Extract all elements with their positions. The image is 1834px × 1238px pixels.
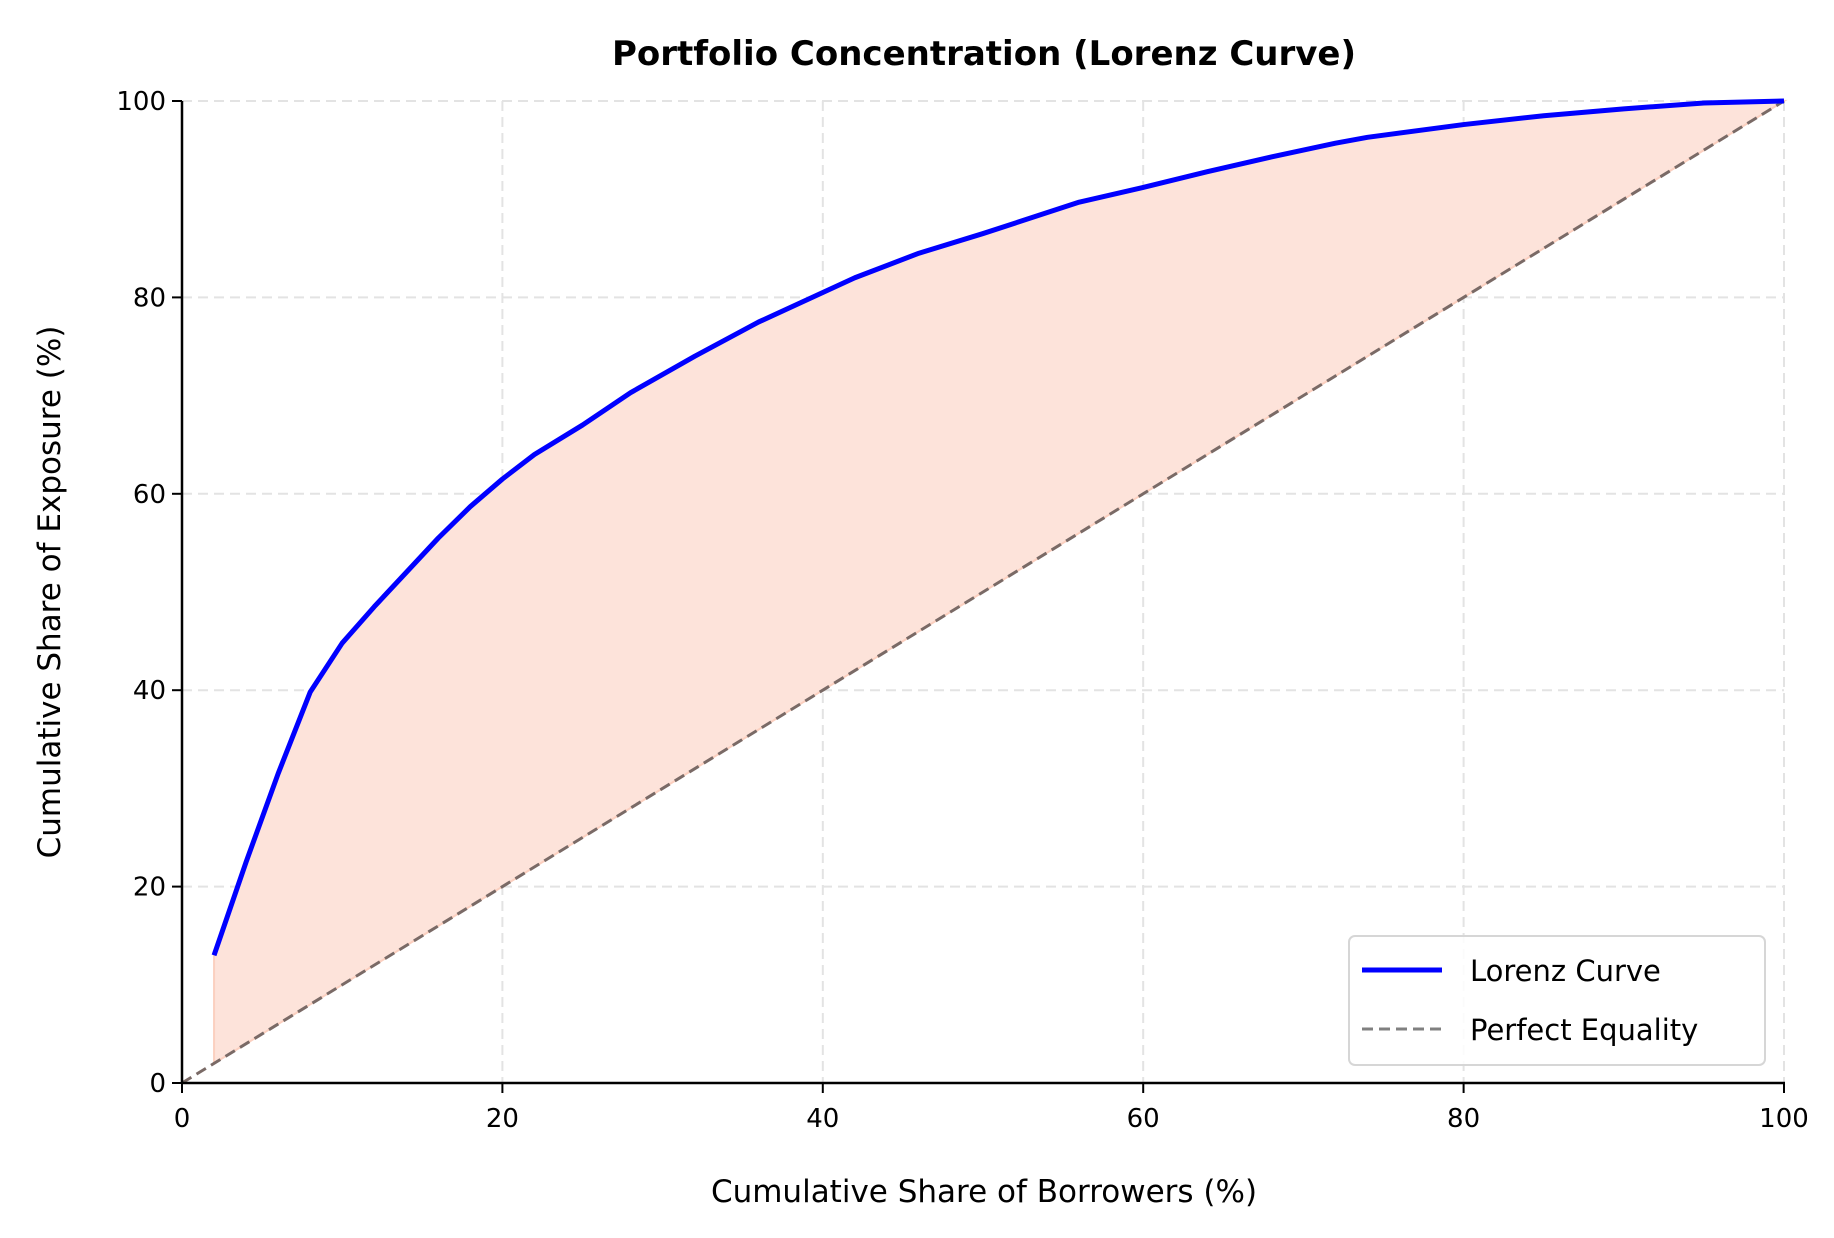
x-tick-label: 100 [1759,1104,1809,1134]
x-tick-label: 60 [1127,1104,1160,1134]
x-axis-label: Cumulative Share of Borrowers (%) [711,1174,1257,1210]
y-tick-label: 80 [133,283,166,313]
perfect-equality-line [181,99,1785,1085]
y-tick-label: 20 [133,873,166,903]
y-axis-ticks: 0 20 40 60 80 100 [116,87,182,1099]
y-axis-label: Cumulative Share of Exposure (%) [32,326,68,859]
legend: Lorenz Curve Perfect Equality [1348,935,1766,1066]
x-axis-ticks: 0 20 40 60 80 100 [174,1083,1809,1134]
x-tick-label: 40 [806,1104,839,1134]
legend-box [1348,935,1766,1066]
x-tick-label: 20 [486,1104,519,1134]
y-tick-label: 100 [116,87,166,117]
x-tick-label: 80 [1447,1104,1480,1134]
legend-lorenz-label: Lorenz Curve [1470,954,1661,988]
y-tick-label: 40 [133,676,166,706]
y-tick-label: 0 [149,1069,166,1099]
y-tick-label: 60 [133,480,166,510]
x-tick-label: 0 [174,1104,191,1134]
axes [180,101,1785,1085]
legend-equality-label: Perfect Equality [1470,1013,1698,1047]
chart-title: Portfolio Concentration (Lorenz Curve) [612,34,1356,74]
lorenz-curve-line [211,98,1785,957]
